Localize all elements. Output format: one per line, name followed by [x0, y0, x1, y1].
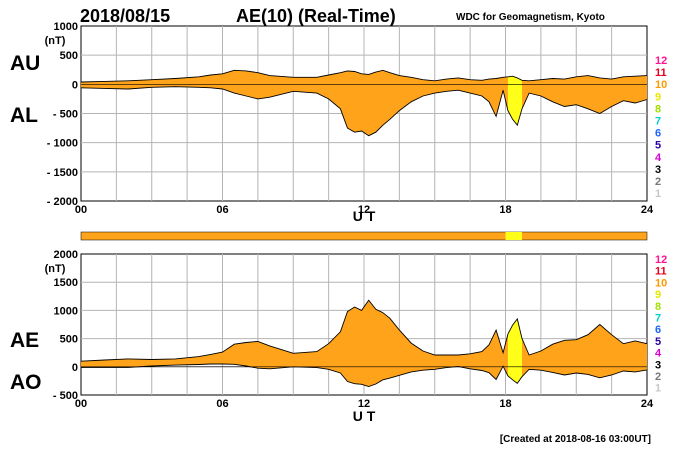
au-al-highlight-band — [507, 76, 522, 126]
au-al-legend-item: 2 — [655, 176, 661, 188]
au-al-y-tick-label: 1000 — [54, 21, 78, 33]
au-al-upper-line — [80, 69, 648, 83]
ae-ao-xlabel: U T — [353, 408, 376, 424]
au-al-legend-item: 12 — [655, 55, 667, 67]
ae-ao-legend-item: 11 — [655, 266, 667, 278]
ae-ao-y-tick-label: 2000 — [54, 249, 78, 261]
au-al-legend-item: 3 — [655, 164, 661, 176]
ae-ao-band — [81, 300, 647, 387]
ae-ao-y-tick-label: 0 — [72, 362, 78, 374]
ae-ao-series — [80, 299, 648, 387]
au-label: AU — [10, 52, 40, 75]
ae-ao-upper-line — [80, 299, 648, 362]
chart-title: AE(10) (Real-Time) — [236, 6, 396, 26]
ae-ao-legend-item: 8 — [655, 301, 661, 313]
ae-ao-legend-item: 9 — [655, 289, 661, 301]
au-al-lower-line — [80, 86, 648, 137]
au-al-band — [81, 70, 647, 136]
au-al-y-tick-label: - 1000 — [47, 138, 78, 150]
ae-ao-x-tick-label: 12 — [358, 398, 370, 410]
ae-label: AE — [10, 329, 39, 352]
ae-ao-legend-item: 3 — [655, 359, 661, 371]
au-al-xlabel: U T — [353, 208, 376, 224]
au-al-legend-item: 8 — [655, 103, 661, 115]
au-al-y-tick-label: - 500 — [53, 109, 78, 121]
ae-ao-y-tick-label: - 500 — [53, 390, 78, 402]
au-al-x-ticks: 00 06 12 18 24 — [75, 204, 654, 216]
au-al-legend-item: 9 — [655, 91, 661, 103]
au-al-y-tick-label: - 2000 — [47, 196, 78, 208]
au-al-y-tick-label: 0 — [72, 79, 78, 91]
au-al-legend-item: 5 — [655, 140, 661, 152]
created-timestamp: [Created at 2018-08-16 03:00UT] — [500, 434, 651, 445]
ae-ao-y-tick-label: 500 — [60, 334, 78, 346]
ae-ao-y-tick-label: 1500 — [54, 277, 78, 289]
au-al-legend-item: 6 — [655, 128, 661, 140]
au-al-legend-item: 11 — [655, 67, 667, 79]
ao-label: AO — [10, 371, 42, 394]
au-al-x-tick-label: 06 — [216, 204, 228, 216]
ae-ao-lower-line — [81, 363, 648, 387]
au-al-x-tick-label: 00 — [75, 204, 87, 216]
au-al-x-tick-label: 12 — [358, 204, 370, 216]
ae-ao-legend-item: 1 — [655, 383, 661, 395]
au-al-x-tick-label: 24 — [641, 204, 654, 216]
au-al-legend-item: 4 — [655, 152, 662, 164]
status-strip-highlight — [505, 232, 523, 240]
date-title: 2018/08/15 — [80, 6, 170, 26]
source-label: WDC for Geomagnetism, Kyoto — [456, 12, 605, 23]
au-al-y-ticks: 1000 500 0 - 500 - 1000 - 1500 - 2000 — [47, 21, 78, 208]
au-al-ylabel: (nT) — [45, 35, 66, 47]
ae-ao-x-tick-label: 18 — [499, 398, 511, 410]
ae-ao-legend-item: 2 — [655, 371, 661, 383]
ae-ao-x-tick-label: 00 — [75, 398, 87, 410]
au-al-legend-item: 1 — [655, 188, 661, 200]
ae-ao-legend-item: 5 — [655, 336, 661, 348]
ae-ao-legend-item: 4 — [655, 348, 662, 360]
ae-ao-x-tick-label: 06 — [216, 398, 228, 410]
ae-ao-legend-item: 12 — [655, 254, 667, 266]
status-strip-bar — [80, 231, 648, 241]
au-al-y-tick-label: - 1500 — [47, 167, 78, 179]
ae-ao-legend-item: 7 — [655, 313, 661, 325]
ae-ao-ylabel: (nT) — [45, 263, 66, 275]
station-status-strip — [80, 231, 648, 241]
au-al-y-tick-label: 500 — [60, 50, 78, 62]
ae-ao-y-tick-label: 1000 — [54, 305, 78, 317]
ae-ao-y-ticks: 2000 1500 1000 500 0 - 500 — [53, 249, 78, 402]
au-al-series — [80, 69, 648, 137]
ae-ao-highlight-band — [507, 318, 522, 384]
ae-ao-x-ticks: 00 06 12 18 24 — [75, 398, 654, 410]
ae-ao-legend-item: 6 — [655, 324, 661, 336]
au-al-legend-item: 7 — [655, 116, 661, 128]
au-al-x-tick-label: 18 — [499, 204, 511, 216]
au-al-legend-item: 10 — [655, 79, 667, 91]
ae-ao-x-tick-label: 24 — [641, 398, 654, 410]
ae-ao-legend-item: 10 — [655, 277, 667, 289]
al-label: AL — [10, 104, 38, 127]
